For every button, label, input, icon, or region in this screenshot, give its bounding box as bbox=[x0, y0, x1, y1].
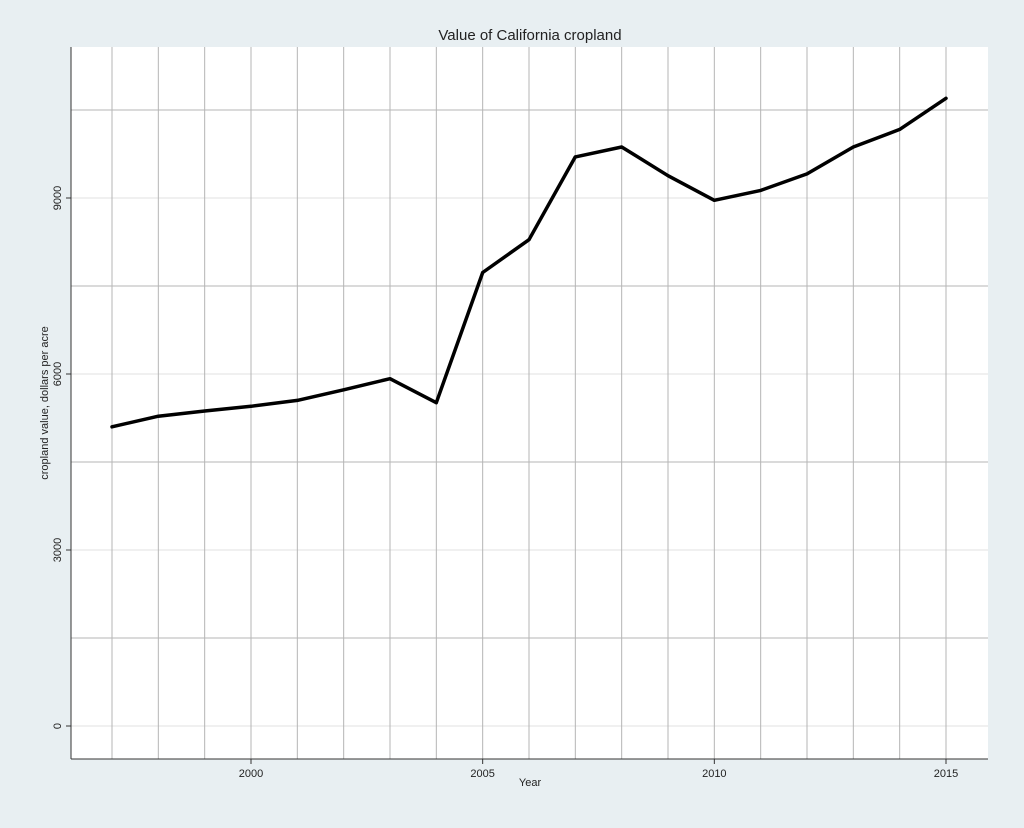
x-tick-label: 2005 bbox=[470, 768, 494, 780]
data-point bbox=[203, 409, 207, 413]
data-point bbox=[759, 188, 763, 192]
data-point bbox=[156, 414, 160, 418]
data-point bbox=[249, 404, 253, 408]
y-tick-label: 3000 bbox=[52, 538, 64, 562]
data-point bbox=[481, 271, 485, 275]
data-point bbox=[851, 145, 855, 149]
data-point bbox=[573, 155, 577, 159]
data-point bbox=[898, 127, 902, 131]
data-point bbox=[805, 172, 809, 176]
data-point bbox=[388, 377, 392, 381]
tick-labels: 0 3000 6000 9000 2000 2005 2010 2015 bbox=[52, 186, 958, 780]
chart-title: Value of California cropland bbox=[438, 27, 621, 44]
series-layer bbox=[110, 96, 948, 429]
x-axis-label: Year bbox=[519, 777, 542, 789]
data-point bbox=[620, 145, 624, 149]
data-point bbox=[666, 174, 670, 178]
data-point bbox=[712, 198, 716, 202]
y-tick-label: 0 bbox=[52, 723, 64, 729]
axes bbox=[70, 47, 988, 760]
x-tick-label: 2015 bbox=[934, 768, 958, 780]
data-point bbox=[342, 388, 346, 392]
data-point bbox=[110, 425, 114, 429]
y-axis-label: cropland value, dollars per acre bbox=[39, 326, 51, 479]
grid-lines bbox=[71, 47, 988, 759]
data-point bbox=[295, 398, 299, 402]
x-tick-label: 2000 bbox=[239, 768, 263, 780]
x-tick-label: 2010 bbox=[702, 768, 726, 780]
data-point bbox=[434, 401, 438, 405]
data-point bbox=[944, 96, 948, 100]
data-point bbox=[527, 238, 531, 242]
y-tick-label: 6000 bbox=[52, 362, 64, 386]
y-tick-label: 9000 bbox=[52, 186, 64, 210]
